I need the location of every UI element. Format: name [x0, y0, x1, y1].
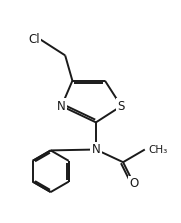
Text: N: N	[57, 100, 66, 113]
Text: S: S	[118, 100, 125, 113]
Text: CH₃: CH₃	[148, 145, 168, 155]
Text: N: N	[92, 143, 100, 156]
Text: O: O	[129, 178, 139, 190]
Text: Cl: Cl	[28, 33, 40, 45]
